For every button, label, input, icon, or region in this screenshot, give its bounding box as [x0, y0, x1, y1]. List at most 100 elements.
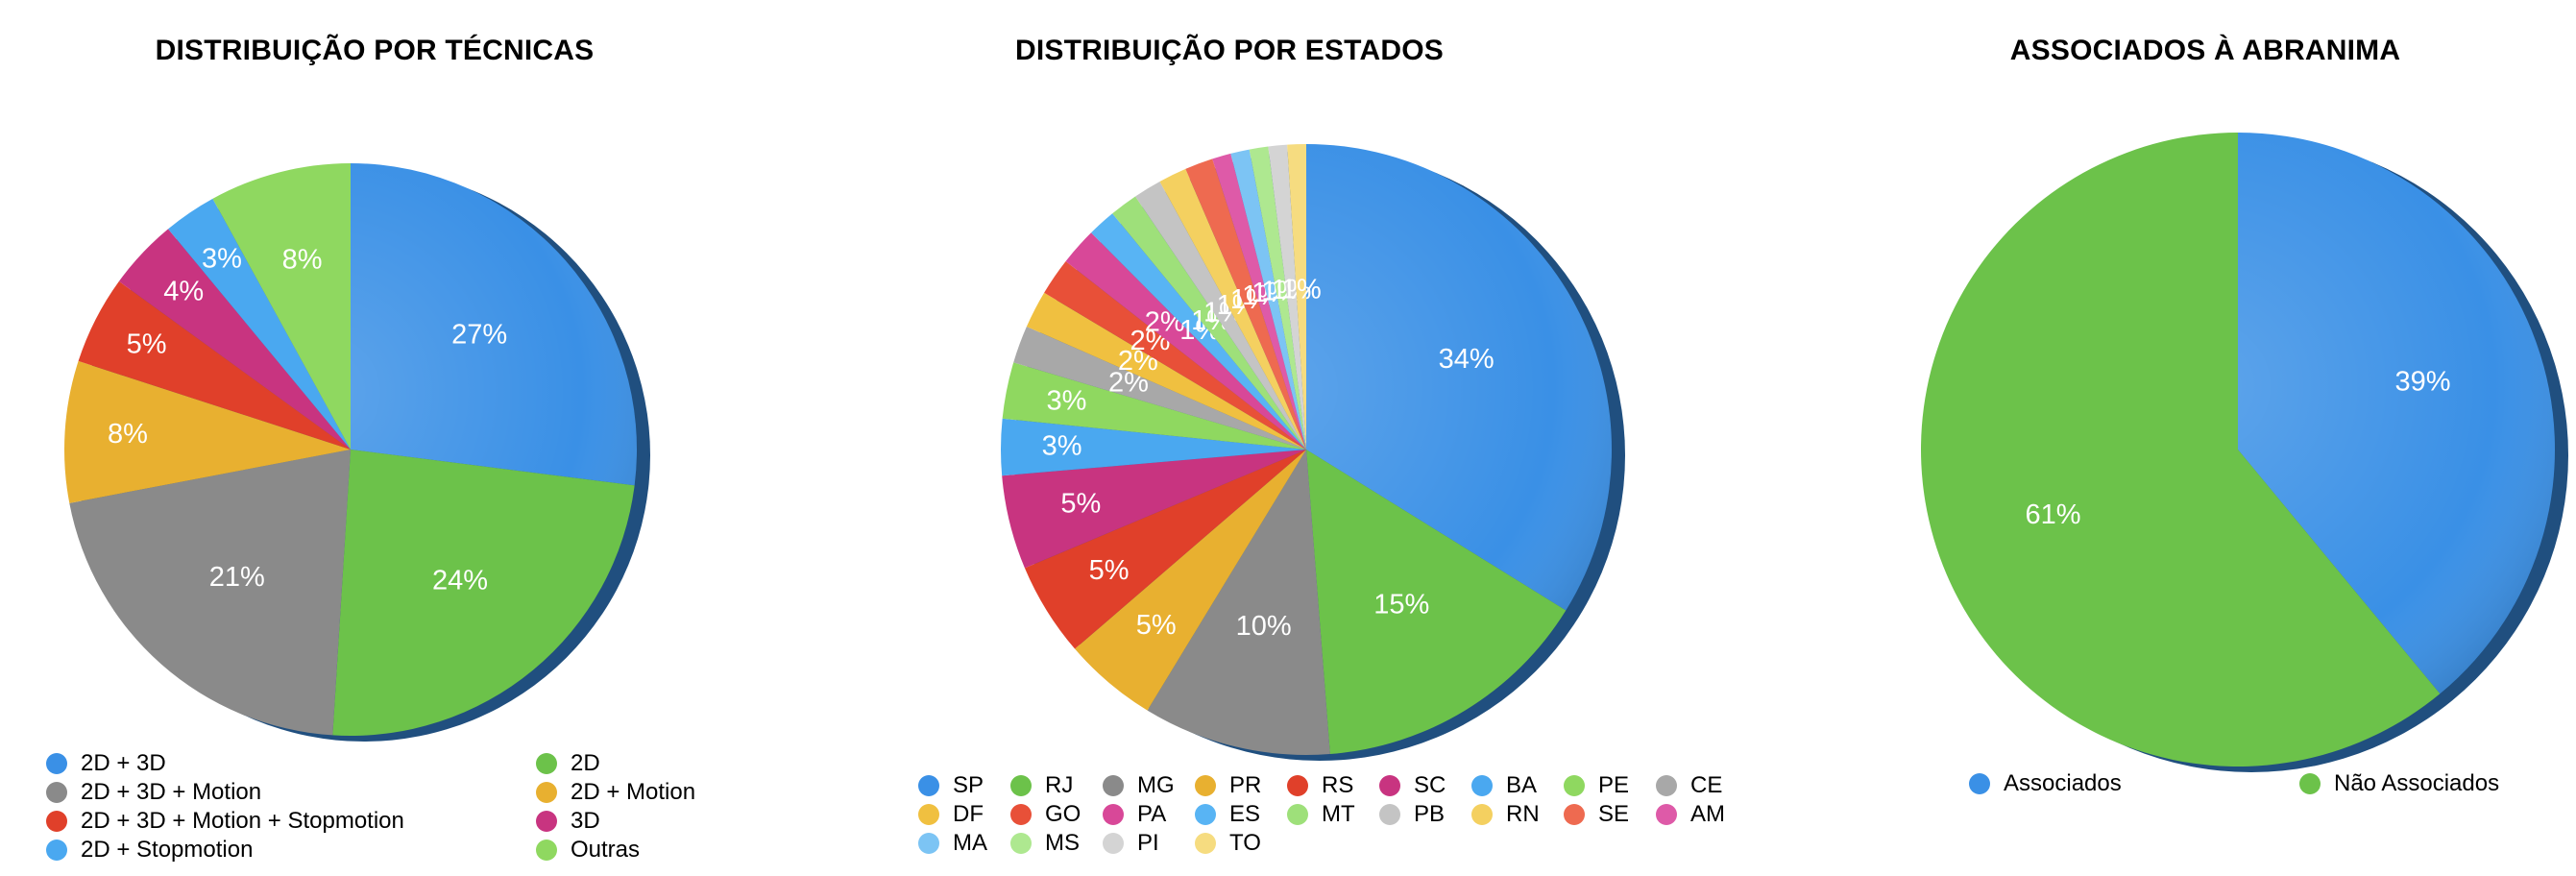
- legend-item: MG: [1103, 772, 1175, 799]
- legend-swatch: [1379, 775, 1400, 796]
- legend-item: Outras: [536, 837, 640, 864]
- legend-swatch: [1103, 804, 1124, 825]
- legend-item: SE: [1564, 801, 1629, 828]
- pie-slice-ma: [1230, 149, 1306, 450]
- pie-slice-ms: [1249, 146, 1306, 450]
- legend-label: 2D + Motion: [571, 779, 696, 805]
- legend-label: PA: [1137, 801, 1167, 827]
- slice-label: 4%: [163, 276, 204, 306]
- legend-swatch: [46, 782, 67, 803]
- legend-swatch: [1656, 775, 1677, 796]
- legend-item: BA: [1471, 772, 1537, 799]
- legend-item: PE: [1564, 772, 1629, 799]
- legend-label: CE: [1690, 772, 1723, 798]
- legend-label: 2D: [571, 750, 600, 776]
- chart-title: DISTRIBUIÇÃO POR ESTADOS: [1015, 35, 1444, 66]
- legend-item: 2D + Stopmotion: [46, 837, 253, 864]
- legend-swatch: [1103, 775, 1124, 796]
- legend-swatch: [1564, 804, 1585, 825]
- legend-label: MS: [1045, 830, 1080, 856]
- legend-swatch: [46, 840, 67, 861]
- legend-label: 3D: [571, 808, 600, 834]
- legend-swatch: [1103, 833, 1124, 854]
- legend-swatch: [1195, 804, 1216, 825]
- pie-chart: 34%15%10%5%5%5%3%3%2%2%2%2%1%1%1%1%1%1%1…: [1001, 144, 1625, 761]
- legend-label: RS: [1322, 772, 1354, 798]
- legend-item: Associados: [1969, 770, 2122, 797]
- legend-label: SP: [953, 772, 984, 798]
- legend-swatch: [46, 753, 67, 774]
- legend-label: MG: [1137, 772, 1175, 798]
- legend-item: Não Associados: [2299, 770, 2499, 797]
- chart-title: DISTRIBUIÇÃO POR TÉCNICAS: [155, 35, 595, 66]
- legend-label: PE: [1598, 772, 1630, 798]
- slice-label: 39%: [2394, 366, 2450, 397]
- slice-label: 5%: [1136, 610, 1177, 641]
- chart-panel-tecnicas: DISTRIBUIÇÃO POR TÉCNICAS 27% 24% 21% 8% 5% 4…: [0, 0, 749, 876]
- pie-slice-2d: [332, 450, 635, 736]
- legend-swatch: [1287, 804, 1308, 825]
- legend-item: SC: [1379, 772, 1446, 799]
- slice-label: 21%: [209, 562, 265, 593]
- pie-slice-2d-3d-motion: [69, 450, 352, 736]
- legend-item: MT: [1287, 801, 1355, 828]
- legend-label: 2D + 3D + Motion: [81, 779, 262, 805]
- legend-swatch: [536, 840, 557, 861]
- pie-slice-2d-stopmotion: [168, 198, 351, 450]
- legend-swatch: [1656, 804, 1677, 825]
- slice-label: 5%: [127, 328, 167, 359]
- slice-label: 10%: [1236, 611, 1292, 642]
- legend-label: GO: [1045, 801, 1081, 827]
- pie-slice-rs: [1024, 450, 1306, 649]
- legend-swatch: [1195, 775, 1216, 796]
- pie-slice-3d: [118, 229, 351, 450]
- pie-slice-es: [1091, 213, 1306, 450]
- legend-label: PB: [1414, 801, 1446, 827]
- slice-label: 24%: [432, 565, 488, 596]
- legend-item: DF: [918, 801, 984, 828]
- pie-slice-to: [1287, 144, 1306, 450]
- pie-slice-df: [1026, 292, 1306, 450]
- slice-label: 3%: [1042, 431, 1082, 462]
- legend-label: AM: [1690, 801, 1725, 827]
- slice-label: 3%: [202, 243, 242, 274]
- pie-slice-pb: [1135, 181, 1306, 450]
- legend-swatch: [1471, 804, 1493, 825]
- pie-slice-pa: [1065, 232, 1306, 450]
- legend-swatch: [1969, 773, 1990, 794]
- legend-label: DF: [953, 801, 984, 827]
- legend-label: MT: [1322, 801, 1355, 827]
- legend-item: RS: [1287, 772, 1353, 799]
- legend-swatch: [1195, 833, 1216, 854]
- legend-swatch: [1379, 804, 1400, 825]
- pie-chart: 27% 24% 21% 8% 5% 4%3% 8%: [63, 163, 650, 742]
- legend-item: CE: [1656, 772, 1722, 799]
- legend-item: TO: [1195, 830, 1261, 857]
- slice-label: 8%: [282, 244, 323, 275]
- legend-swatch: [1010, 833, 1032, 854]
- legend-item: PR: [1195, 772, 1261, 799]
- pie-slice-pe: [1002, 362, 1306, 450]
- legend-label: Associados: [2004, 770, 2122, 796]
- legend-swatch: [918, 775, 939, 796]
- pie-slice-mt: [1112, 196, 1306, 450]
- legend-item: PA: [1103, 801, 1166, 828]
- legend-label: 2D + Stopmotion: [81, 837, 254, 863]
- pie-slice-se: [1185, 158, 1306, 450]
- legend-label: PI: [1137, 830, 1159, 856]
- slice-label: 15%: [1373, 590, 1429, 620]
- legend-item: 2D + 3D: [46, 750, 166, 777]
- pie-slice-pr: [1075, 450, 1306, 711]
- legend-item: SP: [918, 772, 984, 799]
- pie-slice-go: [1044, 260, 1306, 450]
- slice-label: 5%: [1089, 555, 1130, 586]
- pie-slice-2d-3d-motion-stopmotion: [78, 280, 352, 450]
- legend-label: SE: [1598, 801, 1630, 827]
- legend-swatch: [536, 753, 557, 774]
- legend-label: BA: [1506, 772, 1538, 798]
- legend-swatch: [1010, 775, 1032, 796]
- legend-swatch: [536, 811, 557, 832]
- slice-label: 1%: [1281, 274, 1322, 304]
- legend-swatch: [2299, 773, 2321, 794]
- legend-label: MA: [953, 830, 987, 856]
